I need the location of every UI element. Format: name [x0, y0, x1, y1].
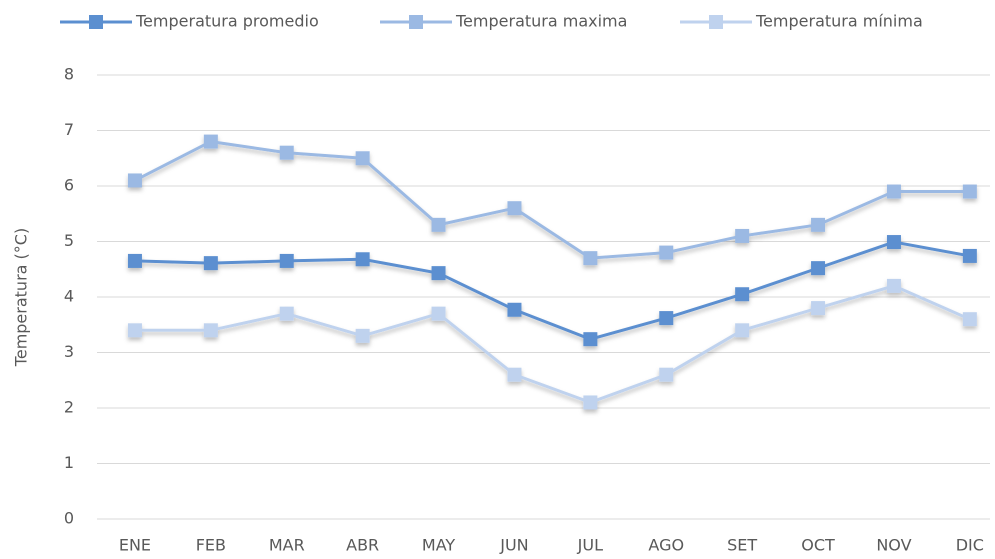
series-line	[134, 284, 971, 405]
data-point	[203, 323, 218, 338]
legend-marker	[409, 15, 423, 29]
y-axis-label: Temperatura (°C)	[12, 228, 31, 367]
data-point	[886, 278, 901, 293]
data-point	[811, 261, 826, 276]
data-point	[355, 328, 370, 343]
data-point	[583, 395, 598, 410]
data-point	[735, 287, 750, 302]
data-point	[127, 173, 142, 188]
x-tick-label: ABR	[346, 536, 379, 555]
legend-label: Temperatura promedio	[135, 12, 319, 31]
y-tick-label: 2	[64, 398, 74, 417]
y-tick-label: 8	[64, 65, 74, 84]
x-tick-label: FEB	[196, 536, 226, 555]
data-point	[203, 256, 218, 271]
data-point	[203, 134, 218, 149]
x-tick-label: JUL	[577, 536, 603, 555]
data-point	[659, 311, 674, 326]
x-tick-label: SET	[727, 536, 757, 555]
series	[127, 134, 977, 266]
data-point	[127, 253, 142, 268]
x-tick-label: DIC	[956, 536, 984, 555]
series-line	[134, 140, 970, 260]
y-tick-label: 4	[64, 287, 74, 306]
data-point	[886, 235, 901, 250]
data-point	[279, 253, 294, 268]
y-tick-label: 1	[64, 453, 74, 472]
y-tick-label: 0	[64, 509, 74, 528]
data-point	[659, 367, 674, 382]
x-tick-label: NOV	[876, 536, 911, 555]
series-line	[134, 240, 971, 341]
data-point	[735, 228, 750, 243]
data-point	[659, 245, 674, 260]
data-point	[962, 184, 977, 199]
data-point	[507, 201, 522, 216]
series	[127, 235, 977, 347]
x-tick-label: OCT	[801, 536, 835, 555]
legend-label: Temperatura maxima	[455, 12, 627, 31]
data-point	[962, 312, 977, 327]
y-tick-label: 7	[64, 120, 74, 139]
data-point	[431, 306, 446, 321]
legend-label: Temperatura mínima	[755, 12, 923, 31]
data-point	[583, 332, 598, 347]
x-tick-label: JUN	[499, 536, 528, 555]
legend-marker	[89, 15, 103, 29]
data-point	[886, 184, 901, 199]
data-point	[431, 266, 446, 281]
data-point	[811, 217, 826, 232]
x-tick-label: AGO	[648, 536, 684, 555]
y-tick-label: 5	[64, 231, 74, 250]
x-tick-label: MAY	[422, 536, 456, 555]
data-point	[279, 306, 294, 321]
data-point	[583, 251, 598, 266]
data-point	[355, 252, 370, 267]
data-point	[507, 302, 522, 317]
data-point	[279, 145, 294, 160]
x-tick-label: ENE	[119, 536, 151, 555]
data-point	[735, 323, 750, 338]
data-point	[962, 248, 977, 263]
y-tick-label: 3	[64, 342, 74, 361]
series	[127, 278, 977, 410]
data-point	[431, 217, 446, 232]
data-point	[507, 367, 522, 382]
legend-marker	[709, 15, 723, 29]
data-point	[355, 151, 370, 166]
y-tick-label: 6	[64, 176, 74, 195]
data-point	[127, 323, 142, 338]
data-point	[811, 301, 826, 316]
x-tick-label: MAR	[269, 536, 305, 555]
